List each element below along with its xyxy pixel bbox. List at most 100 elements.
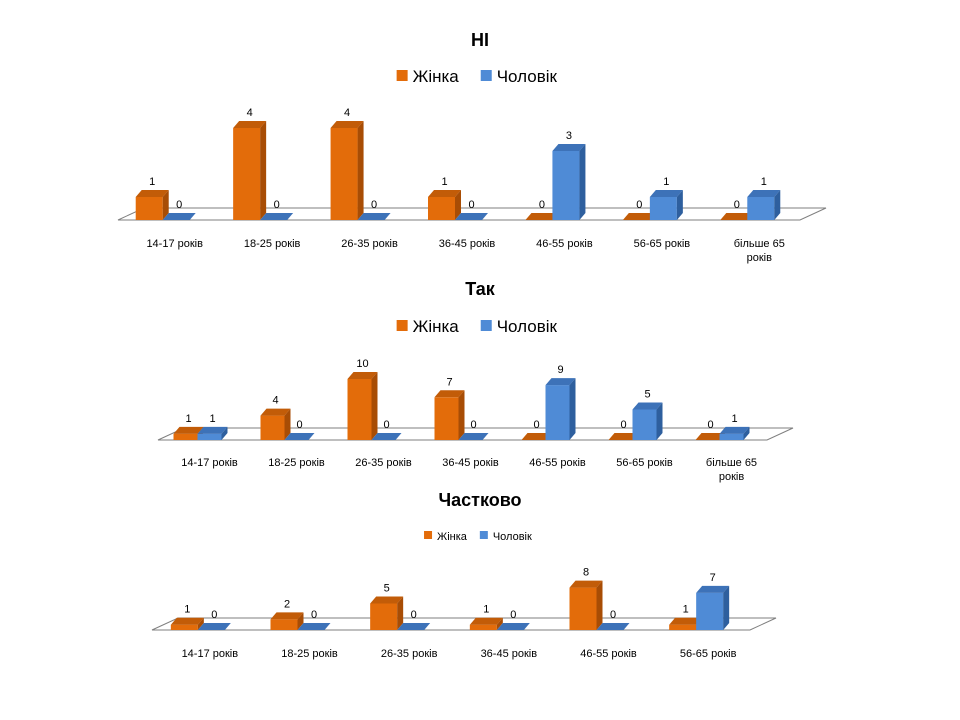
bar-top-female — [260, 408, 291, 416]
bar-female — [170, 624, 198, 630]
data-label: 1 — [663, 176, 669, 188]
data-label: 0 — [311, 609, 317, 621]
bar-top-female — [173, 426, 204, 434]
bar-top-male — [260, 213, 294, 220]
data-label: 7 — [446, 376, 452, 388]
bar-male — [649, 197, 677, 220]
legend: Жінка Чоловік — [396, 317, 558, 336]
legend: Жінка Чоловік — [424, 531, 532, 543]
bar-female — [569, 587, 597, 630]
data-label: 1 — [149, 176, 155, 188]
bar-side-male — [579, 144, 586, 220]
bar-top-male — [357, 213, 391, 220]
data-label: 8 — [583, 567, 589, 579]
x-tick-label: 18-25 років — [281, 648, 338, 660]
bar-side-female — [260, 121, 267, 220]
bar-top-male — [632, 402, 663, 410]
bar-male — [545, 385, 570, 440]
bar-top-female — [270, 612, 304, 620]
data-label: 0 — [470, 419, 476, 431]
bar-female — [260, 415, 285, 440]
data-label: 5 — [384, 583, 390, 595]
bar-top-female — [525, 213, 559, 220]
bar-top-male — [397, 623, 431, 630]
bar-side-male — [774, 190, 781, 220]
bar-female — [428, 197, 455, 220]
bar-female — [233, 128, 261, 220]
data-label: 1 — [441, 176, 447, 188]
legend-label-male: Чоловік — [497, 67, 558, 86]
bar-top-female — [170, 617, 204, 625]
bar-top-male — [649, 190, 683, 197]
x-tick-label: 36-45 років — [439, 238, 496, 250]
chart-title: НІ — [471, 30, 489, 50]
data-label: 1 — [761, 176, 767, 188]
chart-2: Так Жінка Чоловік 1 1 4 0 10 0 7 0 0 9 0 5 0 1 14-17 рокі… — [157, 279, 794, 483]
legend-swatch-male — [480, 320, 492, 331]
chart-title: Частково — [438, 490, 521, 510]
x-tick-label: більше 65 років — [734, 238, 785, 264]
bar-male — [719, 433, 744, 440]
bar-top-male — [371, 433, 402, 440]
data-label: 2 — [284, 598, 290, 610]
x-tick-label: 56-65 років — [634, 238, 691, 250]
bar-top-female — [720, 213, 754, 220]
bar-top-male — [696, 585, 730, 593]
data-label: 4 — [344, 107, 350, 119]
chart-3: Частково Жінка Чоловік 1 0 2 0 5 0 1 0 8 0 1 7 14-17 ро… — [151, 490, 777, 660]
bar-top-female — [434, 390, 465, 398]
x-tick-label: 26-35 років — [341, 238, 398, 250]
data-label: 9 — [557, 364, 563, 376]
bar-top-female — [233, 121, 267, 128]
x-tick-label: більше 65 років — [706, 457, 757, 483]
bar-top-female — [347, 372, 378, 379]
data-label: 10 — [356, 358, 368, 370]
bar-top-female — [370, 596, 404, 604]
bar-top-male — [552, 144, 586, 151]
bar-male — [696, 592, 724, 630]
bar-side-female — [297, 612, 304, 630]
legend-label-male: Чоловік — [493, 531, 532, 543]
bar-male — [632, 409, 657, 440]
data-label: 0 — [533, 419, 539, 431]
x-tick-label: 36-45 років — [442, 457, 499, 469]
x-tick-label: 26-35 років — [355, 457, 412, 469]
bar-top-female — [622, 213, 656, 220]
bar-top-female — [428, 190, 461, 197]
bar-male — [747, 197, 775, 220]
bar-side-female — [458, 390, 465, 440]
bar-top-male — [162, 213, 196, 220]
data-label: 1 — [731, 413, 737, 425]
chart-title: Так — [465, 279, 496, 299]
bar-top-male — [297, 623, 331, 630]
data-label: 0 — [371, 199, 377, 211]
x-tick-label: 14-17 років — [146, 238, 203, 250]
legend-label-female: Жінка — [413, 67, 460, 86]
bar-top-male — [284, 433, 315, 440]
legend-swatch-male — [480, 70, 492, 81]
data-label: 0 — [539, 199, 545, 211]
data-label: 7 — [710, 572, 716, 584]
legend-label-male: Чоловік — [497, 317, 558, 336]
data-label: 0 — [468, 199, 474, 211]
data-label: 1 — [184, 604, 190, 616]
data-label: 1 — [683, 604, 689, 616]
data-label: 1 — [209, 413, 215, 425]
data-label: 0 — [383, 419, 389, 431]
bar-female — [270, 619, 298, 630]
legend-swatch-female — [424, 531, 433, 539]
bar-female — [330, 128, 358, 220]
legend-label-female: Жінка — [413, 317, 460, 336]
bar-top-female — [135, 190, 169, 197]
x-tick-label: 14-17 років — [182, 648, 239, 660]
bar-top-female — [330, 121, 364, 128]
bar-side-female — [284, 408, 291, 440]
legend-swatch-female — [396, 320, 408, 331]
bar-side-female — [371, 372, 378, 440]
bar-top-male — [545, 378, 576, 386]
x-tick-label: 18-25 років — [268, 457, 325, 469]
bar-top-male — [496, 623, 530, 630]
data-label: 1 — [185, 413, 191, 425]
data-label: 0 — [610, 609, 616, 621]
